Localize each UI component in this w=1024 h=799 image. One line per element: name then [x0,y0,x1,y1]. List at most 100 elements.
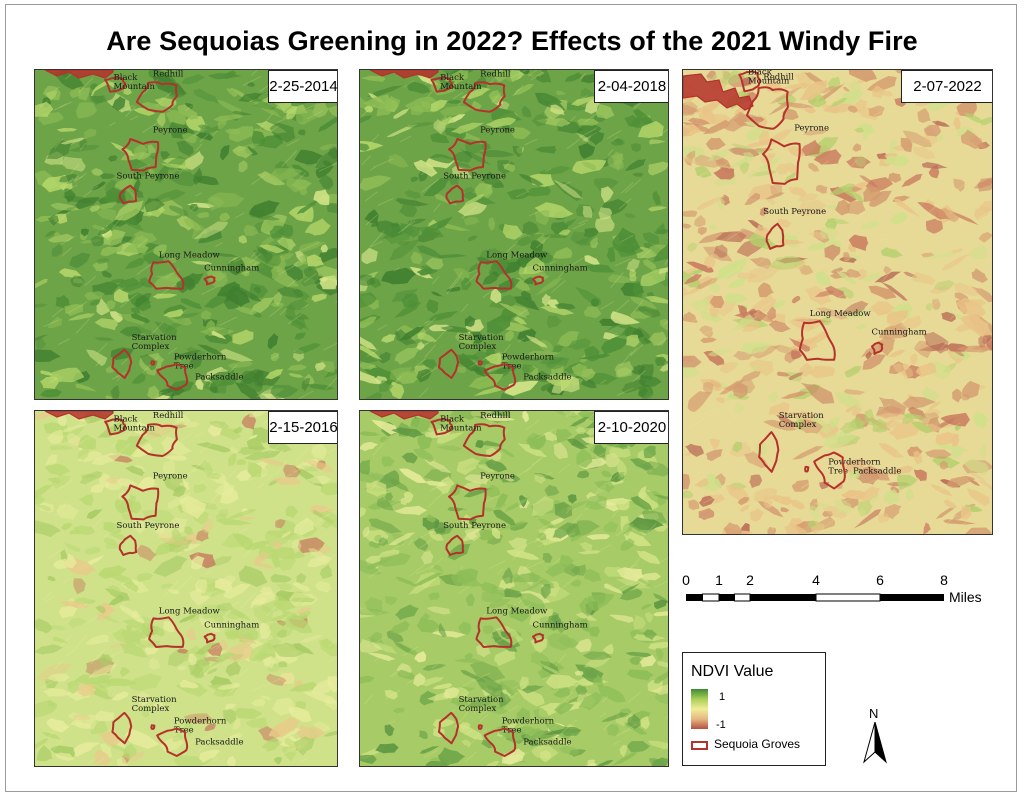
grove-outline-powderhorn-tree [150,360,156,366]
raster-ridges [39,70,337,399]
raster-ridges [361,70,668,398]
grove-outline-starvation-complex [758,431,780,473]
north-arrow-icon [863,722,887,764]
raster-texture [35,411,337,766]
grove-label-redhill: Redhill [480,411,511,421]
map-title: Are Sequoias Greening in 2022? Effects o… [106,26,918,56]
grove-label-black-mountain: Black Mountain [114,415,156,434]
grove-label-cunningham: Cunningham [533,264,588,274]
panel-date-2014: 2-25-2014 [268,70,337,103]
grove-label-cunningham: Cunningham [204,264,259,274]
grove-label-south-peyrone: South Peyrone [763,207,826,217]
grove-label-starvation-complex: Starvation Complex [459,333,504,352]
scale-bar-graphic [686,593,944,602]
grove-outline-starvation-complex [111,711,133,745]
grove-outline-cunningham [203,275,216,286]
grove-outline-black-mountain [738,70,761,93]
scale-unit: Miles [949,589,982,605]
grove-outline-peyrone [448,138,487,172]
grove-outline-south-peyrone [445,534,465,556]
map-panel-2016: Redhill Black Mountain Peyrone South Peyrone… [34,410,338,767]
legend-grove-label: Sequoia Groves [714,737,801,751]
grove-outline-black-mountain [104,418,127,436]
grove-outline-cunningham [532,632,545,644]
grove-label-starvation-complex: Starvation Complex [459,695,504,714]
map-panel-2014: Redhill Black Mountain Peyrone South Peyrone… [34,69,338,400]
grove-outline-cunningham [871,341,884,355]
grove-outline-south-peyrone [118,534,138,556]
grove-outline-long-meadow [475,616,513,648]
legend-grove-swatch [691,741,708,750]
grove-label-starvation-complex: Starvation Complex [132,333,177,352]
grove-label-powderhorn-tree: Powderhorn Tree [502,716,555,735]
grove-label-long-meadow: Long Meadow [486,251,548,261]
fire-perimeter-edge [683,73,754,111]
grove-label-south-peyrone: South Peyrone [443,521,506,531]
grove-outline-packsaddle [156,363,189,391]
grove-label-peyrone: Peyrone [480,472,515,482]
grove-outline-peyrone [121,484,160,521]
map-panel-2018: Redhill Black Mountain Peyrone South Peyrone… [359,69,669,400]
grove-outline-south-peyrone [765,222,785,250]
panel-date-2016: 2-15-2016 [268,411,337,444]
grove-outline-peyrone [762,138,801,185]
grove-label-black-mountain: Black Mountain [440,73,482,92]
raster-ridges [39,411,337,765]
grove-outline-long-meadow [475,260,513,290]
raster-texture [35,70,337,399]
grove-label-packsaddle: Packsaddle [523,372,571,382]
raster-texture [360,411,668,766]
scale-tick-1: 1 [715,572,723,588]
grove-outline-redhill [462,423,506,457]
grove-outline-long-meadow [798,320,836,361]
scale-tick-8: 8 [940,572,948,588]
grove-outline-black-mountain [430,418,453,436]
fire-perimeter-edge [44,70,114,79]
legend-title: NDVI Value [691,663,774,680]
grove-label-powderhorn-tree: Powderhorn Tree [828,457,881,476]
raster-ridges [363,411,668,762]
legend-high-label: 1 [719,691,726,703]
legend-low-label: -1 [716,719,726,731]
grove-outline-redhill [746,86,789,130]
grove-outline-starvation-complex [111,348,133,379]
scale-tick-0: 0 [682,572,690,588]
grove-label-redhill: Redhill [153,70,184,80]
grove-label-black-mountain: Black Mountain [748,70,790,87]
grove-outline-powderhorn-tree [477,360,483,366]
raster-texture [360,70,668,399]
panel-date-2022: 2-07-2022 [901,70,992,103]
fire-perimeter-edge [369,411,439,420]
raster-ridges [683,70,992,531]
fire-perimeter-edge [44,411,114,420]
grove-label-starvation-complex: Starvation Complex [132,695,177,714]
north-arrow: N [862,706,888,764]
grove-outline-peyrone [448,484,487,521]
grove-label-starvation-complex: Starvation Complex [779,411,824,430]
grove-label-peyrone: Peyrone [153,126,188,136]
grove-label-south-peyrone: South Peyrone [117,172,180,182]
grove-label-peyrone: Peyrone [794,123,829,133]
grove-outline-starvation-complex [437,348,460,379]
grove-label-long-meadow: Long Meadow [159,606,221,616]
grove-label-packsaddle: Packsaddle [195,738,243,748]
grove-outline-powderhorn-tree [150,724,156,730]
grove-label-peyrone: Peyrone [480,126,515,136]
grove-outline-powderhorn-tree [477,724,483,730]
map-panel-2020: Redhill Black Mountain Peyrone South Peyrone… [359,410,669,767]
north-label: N [869,706,879,721]
scale-bar: 0 1 2 4 6 8 Miles [682,572,993,612]
grove-label-peyrone: Peyrone [153,472,188,482]
grove-outline-packsaddle [156,727,189,757]
grove-outline-cunningham [203,632,216,644]
grove-label-packsaddle: Packsaddle [853,467,901,477]
grove-label-packsaddle: Packsaddle [195,372,243,382]
